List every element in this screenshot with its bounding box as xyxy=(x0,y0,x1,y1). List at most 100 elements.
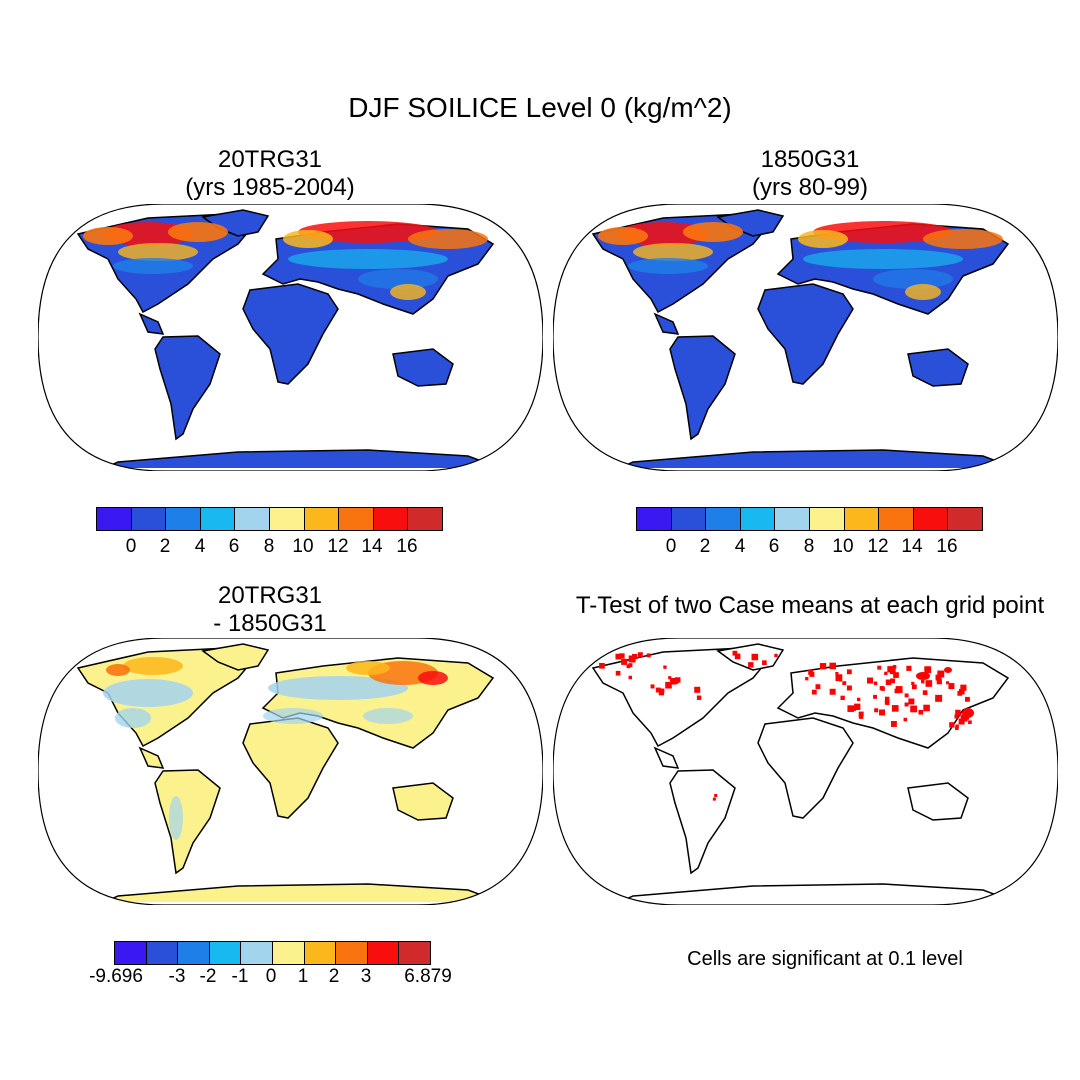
colorbar-swatch xyxy=(166,508,201,530)
significant-cell xyxy=(867,677,874,684)
significant-cell xyxy=(714,793,718,798)
colorbar-label: 16 xyxy=(936,536,958,557)
colorbar-swatch xyxy=(97,508,132,530)
significant-cell xyxy=(924,666,932,674)
significant-cell xyxy=(646,653,651,658)
warm-blob xyxy=(390,284,426,300)
significant-cell xyxy=(879,709,886,716)
significant-cell xyxy=(886,701,890,705)
significant-cell xyxy=(615,653,622,660)
warm-blob xyxy=(118,243,198,261)
warm-blob xyxy=(168,222,228,242)
significant-cell xyxy=(873,681,878,686)
cool-blob xyxy=(628,258,708,274)
significant-cell xyxy=(955,726,959,731)
colorbar-swatch xyxy=(304,942,337,964)
cool-blob xyxy=(103,679,193,707)
colorbar-swatch xyxy=(336,942,368,964)
significant-cell xyxy=(957,690,963,696)
colorbar-swatch xyxy=(879,508,914,530)
colorbar-label: 0 xyxy=(665,536,677,557)
significant-cell xyxy=(619,653,625,659)
colorbar-label: 2 xyxy=(328,966,340,987)
colorbar-swatch xyxy=(913,508,949,530)
colorbar-label: 14 xyxy=(901,536,923,557)
significant-cell xyxy=(884,696,890,702)
significant-cell xyxy=(955,709,961,716)
colorbar-swatch xyxy=(948,508,982,530)
colorbar-label: -1 xyxy=(231,966,249,987)
colorbar-label: 4 xyxy=(734,536,746,557)
colorbar-label: 8 xyxy=(263,536,275,557)
significant-cell xyxy=(880,686,885,691)
significant-cell xyxy=(829,688,836,695)
map-panel-ttest xyxy=(553,638,1058,905)
significant-cell xyxy=(847,705,855,712)
colorbar-label: -9.696 xyxy=(89,966,143,987)
colorbar-label: 16 xyxy=(396,536,418,557)
colorbar-swatch xyxy=(146,942,179,964)
colorbar-abs-2 xyxy=(636,507,983,531)
map-panel-1850g31 xyxy=(553,204,1058,471)
significant-cell xyxy=(668,676,672,680)
colorbar-swatch xyxy=(241,942,273,964)
colorbar-swatch xyxy=(809,508,845,530)
significant-cluster xyxy=(962,708,974,718)
significant-cell xyxy=(628,655,636,663)
significant-cell xyxy=(873,694,877,699)
colorbar-label: 0 xyxy=(265,966,277,987)
warm-blob xyxy=(813,221,953,243)
significant-cell xyxy=(923,704,930,712)
warm-blob xyxy=(923,229,1003,249)
significant-cell xyxy=(842,681,847,686)
significant-cell xyxy=(655,687,661,693)
significant-cell xyxy=(637,652,643,658)
colorbar-swatch xyxy=(373,508,409,530)
significant-cell xyxy=(911,681,915,686)
significant-cluster xyxy=(916,672,930,680)
significant-cell xyxy=(922,690,928,695)
significant-cell xyxy=(829,662,837,670)
significant-cell xyxy=(774,653,778,658)
colorbar-label: 2 xyxy=(699,536,711,557)
significant-cell xyxy=(835,674,843,682)
cool-blob xyxy=(169,796,183,840)
significant-cell xyxy=(846,669,852,675)
colorbar-swatch xyxy=(367,942,400,964)
significant-cell xyxy=(954,714,959,719)
significant-cell xyxy=(732,650,738,656)
colorbar-label: 6 xyxy=(228,536,240,557)
colorbar-swatch xyxy=(408,508,442,530)
significant-cell xyxy=(840,695,845,701)
warm-blob xyxy=(83,227,133,245)
colorbar-swatch xyxy=(209,942,242,964)
warm-blob xyxy=(683,222,743,242)
significant-cell xyxy=(925,680,933,687)
warm-blob xyxy=(598,227,648,245)
significant-cell xyxy=(628,663,633,668)
warm-blob xyxy=(905,284,941,300)
significant-cell xyxy=(628,675,633,680)
colorbar-swatch xyxy=(775,508,810,530)
colorbar-label: 10 xyxy=(292,536,314,557)
map-panel-difference xyxy=(38,638,543,905)
significant-cell xyxy=(908,698,915,705)
significant-cell xyxy=(858,714,864,719)
significant-cell xyxy=(838,678,843,682)
colorbar-swatch xyxy=(339,508,374,530)
significant-cell xyxy=(937,670,945,678)
colorbar-label: 2 xyxy=(159,536,171,557)
colorbar-diff xyxy=(114,941,431,965)
significant-cell xyxy=(960,714,968,722)
significant-cell xyxy=(621,658,628,665)
warm-blob xyxy=(408,229,488,249)
significant-cell xyxy=(936,679,942,685)
significant-cluster xyxy=(944,667,952,673)
significant-cell xyxy=(891,705,899,712)
colorbar-label: -3 xyxy=(168,966,186,987)
significant-cell xyxy=(884,671,888,676)
significant-cell xyxy=(965,696,970,702)
significant-cell xyxy=(906,665,912,671)
significant-cell xyxy=(877,665,882,670)
significance-note: Cells are significant at 0.1 level xyxy=(687,948,963,970)
